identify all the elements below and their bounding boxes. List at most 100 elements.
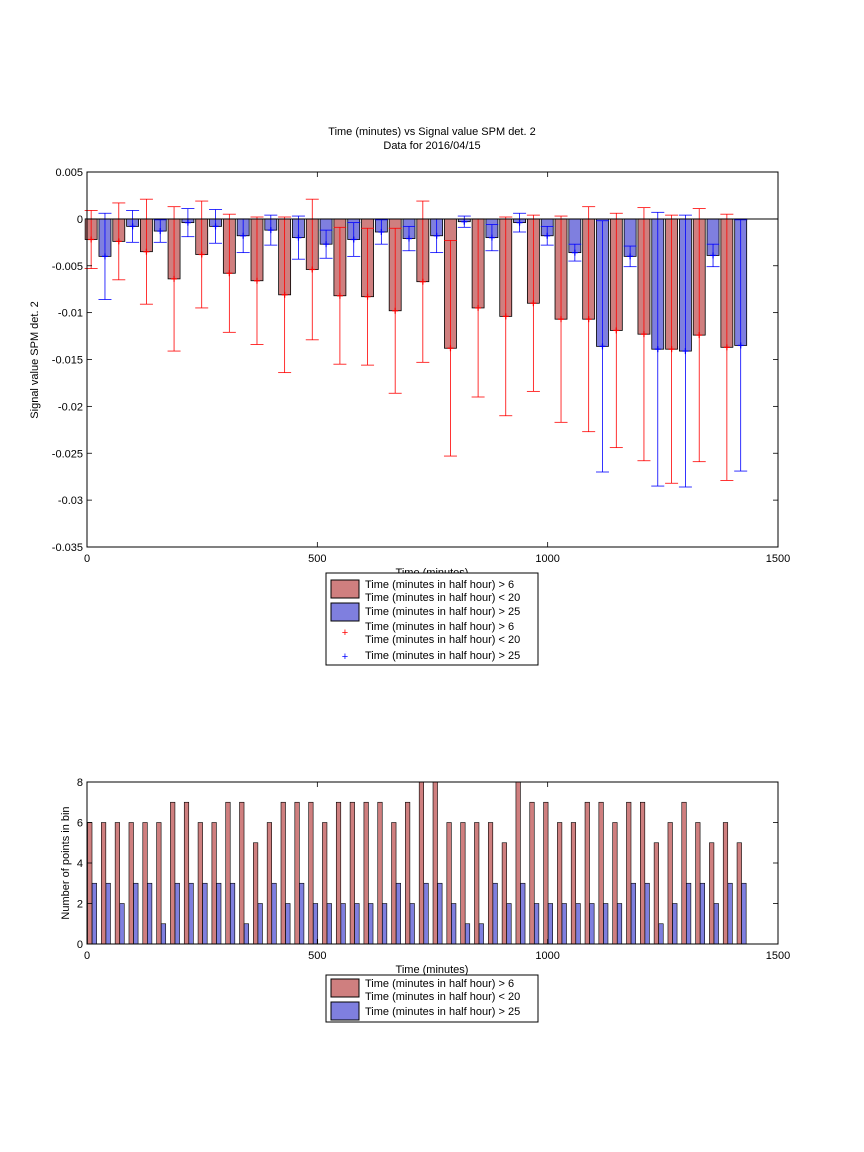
count-bar-red	[308, 801, 314, 945]
legend-entry: Time (minutes in half hour) < 20	[365, 991, 520, 1003]
count-bar-red	[653, 842, 659, 945]
x-tick-label: 0	[84, 553, 90, 565]
count-bar-blue	[630, 882, 636, 945]
count-bar-red	[101, 822, 107, 945]
count-legend: Time (minutes in half hour) > 6 Time (mi…	[325, 974, 539, 1023]
count-bar-blue	[312, 903, 319, 945]
count-bar-red	[335, 801, 342, 945]
x-tick-label: 1000	[535, 553, 559, 565]
count-bar-red	[114, 822, 120, 945]
legend-swatch-blue	[330, 602, 360, 622]
count-bar-blue	[119, 903, 125, 945]
count-bar-blue	[230, 882, 236, 945]
count-bar-blue	[616, 903, 623, 945]
count-bar-blue	[243, 923, 249, 945]
count-bar-blue	[699, 882, 706, 945]
count-bar-blue	[451, 903, 457, 945]
legend-box	[325, 572, 539, 666]
count-bar-red	[349, 801, 355, 945]
signal-x-ticks: 0 500 1000 1500	[84, 172, 790, 565]
legend-entry: Time (minutes in half hour) < 20	[365, 634, 520, 646]
count-bar-red	[322, 822, 328, 945]
count-bar-red	[598, 801, 604, 945]
count-bar-red	[460, 822, 466, 945]
count-bar-red	[557, 822, 563, 945]
y-tick-label: -0.03	[58, 495, 83, 507]
y-tick-label: 0	[77, 939, 83, 951]
y-tick-label: 8	[77, 777, 83, 789]
legend-entry: Time (minutes in half hour) > 25	[365, 650, 520, 662]
count-bar-red	[405, 801, 411, 945]
x-tick-label: 1500	[766, 950, 790, 962]
count-bar-blue	[299, 882, 305, 945]
count-bar-blue	[326, 903, 332, 945]
count-chart: 0 2 4 6 8 0 500 1000 1500 Time (minutes) Number…	[60, 777, 790, 1023]
count-bar-blue	[409, 903, 415, 945]
count-bar-blue	[202, 882, 208, 945]
count-bar-blue	[464, 923, 471, 945]
count-bar-blue	[713, 903, 719, 945]
legend-entry: Time (minutes in half hour) > 6	[365, 579, 514, 591]
x-tick-label: 0	[84, 950, 90, 962]
count-bar-blue	[382, 903, 388, 945]
count-bar-blue	[354, 903, 360, 945]
count-bar-blue	[561, 903, 567, 945]
y-tick-label: 0.005	[55, 167, 83, 179]
count-bar-red	[501, 842, 507, 945]
y-tick-label: -0.025	[52, 448, 83, 460]
legend-entry: Time (minutes in half hour) < 20	[365, 592, 520, 604]
count-bar-red	[487, 822, 494, 945]
count-bar-blue	[478, 923, 484, 945]
count-bar-red	[391, 822, 397, 945]
count-bar-red	[612, 822, 618, 945]
signal-legend: Time (minutes in half hour) > 6 Time (mi…	[325, 572, 539, 666]
y-tick-label: 4	[77, 858, 83, 870]
plus-marker-icon: +	[342, 627, 348, 639]
count-bar-red	[681, 801, 687, 945]
legend-entry: Time (minutes in half hour) > 25	[365, 606, 520, 618]
count-bar-red	[640, 801, 646, 945]
count-bar-red	[170, 801, 176, 945]
count-bar-blue	[741, 882, 747, 945]
count-bar-red	[695, 822, 701, 945]
count-bar-blue	[658, 923, 664, 945]
count-bar-blue	[727, 882, 733, 945]
signal-bars	[84, 198, 748, 488]
count-bar-red	[266, 822, 272, 945]
count-bar-red	[225, 801, 231, 945]
count-bar-red	[570, 822, 577, 945]
count-bar-red	[418, 781, 424, 945]
plus-marker-icon: +	[342, 651, 348, 663]
count-bar-blue	[285, 903, 291, 945]
count-bar-red	[142, 822, 148, 945]
count-bar-red	[211, 822, 217, 945]
legend-swatch-red	[330, 978, 360, 998]
count-bar-blue	[368, 903, 374, 945]
legend-box	[325, 974, 539, 1023]
count-bar-red	[294, 801, 300, 945]
y-tick-label: -0.005	[52, 261, 83, 273]
count-bar-red	[239, 801, 245, 945]
count-bar-red	[363, 801, 369, 945]
count-y-ticks: 0 2 4 6 8	[77, 777, 778, 951]
count-bar-red	[543, 801, 549, 945]
y-tick-label: 2	[77, 899, 83, 911]
legend-swatch-red	[330, 579, 360, 599]
x-tick-label: 1000	[535, 950, 559, 962]
count-x-label: Time (minutes)	[396, 964, 469, 976]
count-bar-red	[626, 801, 632, 945]
x-tick-label: 1500	[766, 553, 790, 565]
y-tick-label: -0.01	[58, 308, 83, 320]
count-bar-red	[515, 781, 521, 945]
count-bar-blue	[437, 882, 443, 945]
count-bar-blue	[216, 882, 222, 945]
legend-entry: Time (minutes in half hour) > 6	[365, 978, 514, 990]
count-y-label: Number of points in bin	[60, 806, 72, 919]
count-bar-blue	[603, 903, 609, 945]
count-bar-red	[584, 801, 590, 945]
count-bar-blue	[423, 882, 429, 945]
count-bars	[87, 781, 747, 945]
legend-entry: Time (minutes in half hour) > 25	[365, 1006, 520, 1018]
signal-chart: Time (minutes) vs Signal value SPM det. …	[29, 126, 790, 666]
count-bar-red	[709, 842, 715, 945]
